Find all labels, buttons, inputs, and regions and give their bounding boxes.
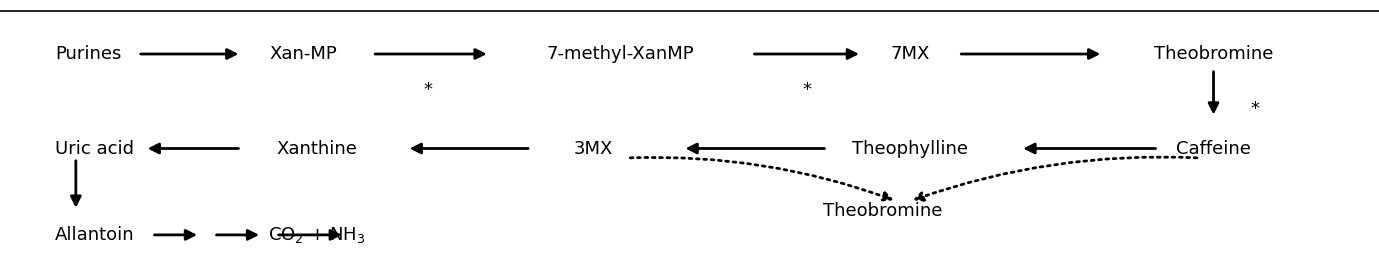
Text: Uric acid: Uric acid [55,140,134,157]
Text: Theophylline: Theophylline [852,140,968,157]
Text: Theobromine: Theobromine [1154,45,1273,63]
Text: *: * [423,82,432,99]
Text: CO$_2$ + NH$_3$: CO$_2$ + NH$_3$ [269,225,365,245]
Text: Allantoin: Allantoin [55,226,135,244]
Text: 3MX: 3MX [574,140,612,157]
Text: Purines: Purines [55,45,121,63]
Text: Xan-MP: Xan-MP [269,45,338,63]
Text: *: * [1251,100,1259,118]
Text: *: * [803,82,811,99]
Text: 7MX: 7MX [891,45,929,63]
Text: 7-methyl-XanMP: 7-methyl-XanMP [546,45,695,63]
Text: Xanthine: Xanthine [277,140,357,157]
Text: Theobromine: Theobromine [823,202,942,220]
Text: Caffeine: Caffeine [1176,140,1251,157]
